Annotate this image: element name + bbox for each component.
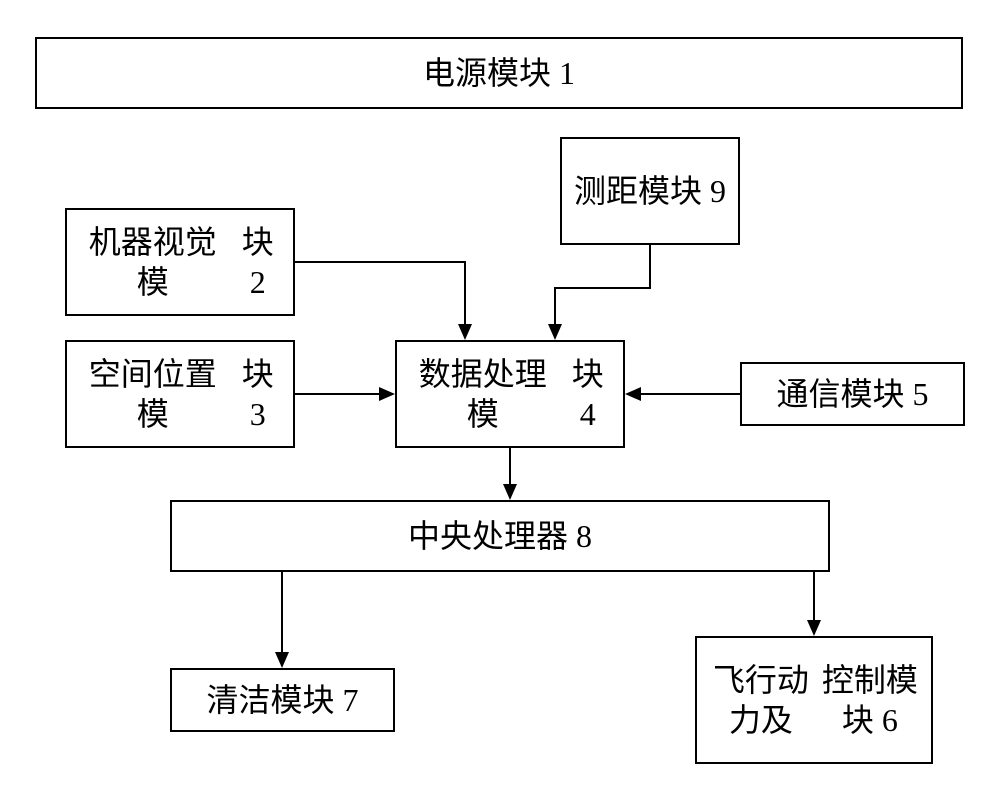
node-spatial-position-module-3: 空间位置模块 3 bbox=[65, 340, 295, 448]
node-flight-power-control-module-6: 飞行动力及控制模块 6 bbox=[695, 636, 933, 764]
node-label-line: 测距模 bbox=[574, 171, 670, 211]
edge-line bbox=[295, 262, 465, 324]
arrowhead bbox=[458, 324, 472, 340]
arrowhead bbox=[379, 387, 395, 401]
node-ranging-module-9: 测距模块 9 bbox=[560, 137, 740, 245]
arrowhead bbox=[625, 387, 641, 401]
node-label-line: 块 2 bbox=[231, 222, 285, 302]
arrowhead bbox=[275, 652, 289, 668]
node-label-line: 控制模块 6 bbox=[817, 660, 923, 740]
node-label-line: 飞行动力及 bbox=[705, 660, 817, 740]
node-label-line: 块 9 bbox=[670, 171, 726, 211]
node-label-line: 空间位置模 bbox=[75, 354, 231, 434]
arrowhead bbox=[807, 620, 821, 636]
node-cleaning-module-7: 清洁模块 7 bbox=[170, 668, 395, 732]
diagram-canvas: 电源模块 1 测距模块 9 机器视觉模块 2 空间位置模块 3 数据处理模块 4… bbox=[0, 0, 1000, 799]
node-power-module-1: 电源模块 1 bbox=[35, 37, 963, 109]
node-communication-module-5: 通信模块 5 bbox=[740, 362, 965, 426]
node-label-line: 机器视觉模 bbox=[75, 222, 231, 302]
node-label-line: 块 3 bbox=[231, 354, 285, 434]
node-central-processor-8: 中央处理器 8 bbox=[170, 500, 830, 572]
arrowhead bbox=[548, 324, 562, 340]
edge-line bbox=[555, 245, 650, 324]
arrowhead bbox=[503, 484, 517, 500]
node-machine-vision-module-2: 机器视觉模块 2 bbox=[65, 208, 295, 316]
node-label-line: 块 4 bbox=[561, 354, 615, 434]
node-label-line: 数据处理模 bbox=[405, 354, 561, 434]
node-data-processing-module-4: 数据处理模块 4 bbox=[395, 340, 625, 448]
